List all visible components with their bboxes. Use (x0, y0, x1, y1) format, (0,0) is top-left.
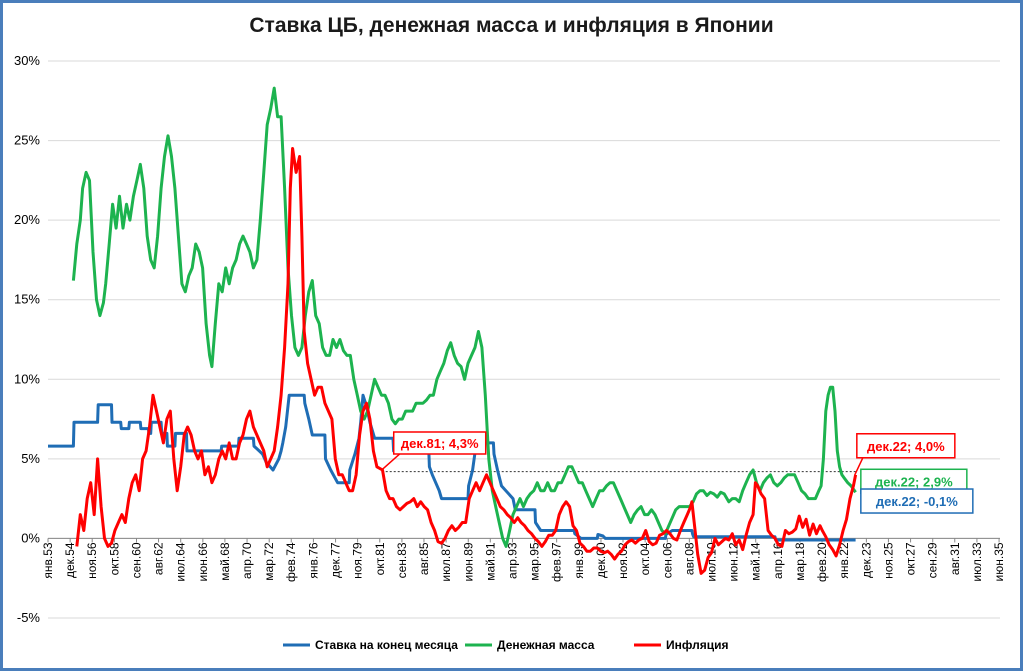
callout-pointer (854, 457, 864, 476)
x-tick-label: фев.74 (284, 542, 298, 582)
x-tick-label: апр.16 (771, 542, 785, 579)
x-tick-label: апр.70 (240, 542, 254, 579)
x-tick-label: сен.60 (130, 542, 144, 578)
x-tick-label: авг.08 (682, 542, 696, 575)
x-axis-ticks: янв.53 дек.54 ноя.56 окт.58 сен.60 авг.62 июл.… (41, 538, 1006, 582)
x-tick-label: окт.04 (638, 542, 652, 575)
x-tick-label: дек.77 (329, 542, 343, 578)
x-tick-label: июн.12 (727, 542, 741, 581)
y-tick-label: 15% (14, 292, 40, 307)
x-tick-label: ноя.25 (881, 542, 895, 579)
series-line-inflation (75, 147, 858, 575)
x-tick-label: янв.22 (837, 542, 851, 579)
y-tick-label: 0% (21, 530, 40, 545)
x-tick-label: мар.72 (262, 542, 276, 581)
callout-label: дек.22; 2,9% (875, 474, 953, 489)
x-tick-label: янв.53 (41, 542, 55, 579)
y-tick-label: 25% (14, 133, 40, 148)
x-tick-label: май.91 (483, 542, 497, 581)
x-tick-label: май.14 (749, 542, 763, 581)
callout-label: дек.81; 4,3% (401, 436, 479, 451)
x-tick-label: сен.29 (926, 542, 940, 578)
x-tick-label: дек.54 (63, 542, 77, 578)
x-tick-label: окт.81 (373, 542, 387, 575)
x-tick-label: мар.95 (528, 542, 542, 581)
grid-lines (48, 60, 1000, 619)
x-tick-label: июн.35 (992, 542, 1006, 581)
x-tick-label: июл.87 (439, 542, 453, 581)
x-tick-label: окт.27 (904, 542, 918, 575)
series-line-money-supply (71, 86, 857, 548)
y-tick-label: 10% (14, 371, 40, 386)
x-tick-label: янв.76 (306, 542, 320, 579)
series-lines (48, 86, 858, 575)
x-tick-label: окт.58 (107, 542, 121, 575)
legend-label: Ставка на конец месяца (315, 638, 458, 652)
callout-box (856, 433, 956, 459)
x-tick-label: ноя.79 (351, 542, 365, 579)
legend-label: Денежная масса (497, 638, 595, 652)
callout-box (392, 431, 487, 455)
x-tick-label: авг.31 (948, 542, 962, 575)
x-tick-label: авг.62 (152, 542, 166, 575)
x-tick-label: авг.85 (417, 542, 431, 575)
x-tick-label: фев.20 (815, 542, 829, 582)
callout-pointer (381, 453, 401, 471)
y-tick-label: 30% (14, 53, 40, 68)
chart-title: Ставка ЦБ, денежная масса и инфляция в Я… (249, 14, 774, 37)
x-tick-label: фев.97 (550, 542, 564, 582)
y-tick-label: 5% (21, 451, 40, 466)
callout-label: дек.22; -0,1% (876, 494, 958, 509)
x-tick-label: июл.10 (705, 542, 719, 581)
x-tick-label: июн.66 (196, 542, 210, 581)
x-tick-label: апр.93 (505, 542, 519, 579)
y-axis-ticks: -5% 0% 5% 10% 15% 20% 25% 30% (14, 53, 40, 625)
x-tick-label: сен.83 (395, 542, 409, 578)
x-tick-label: сен.06 (660, 542, 674, 578)
callout-box (860, 488, 974, 514)
callout-label: дек.22; 4,0% (867, 439, 945, 454)
x-tick-label: мар.18 (793, 542, 807, 581)
y-tick-label: -5% (17, 610, 41, 625)
data-callouts: дек.81; 4,3% дек.22; 4,0% дек.22; 2,9% дек.… (381, 431, 974, 514)
legend-label: Инфляция (666, 638, 728, 652)
x-tick-label: ноя.56 (85, 542, 99, 579)
x-tick-label: июл.64 (174, 542, 188, 581)
x-tick-label: июл.33 (970, 542, 984, 581)
x-tick-label: июн.89 (461, 542, 475, 581)
y-tick-label: 20% (14, 212, 40, 227)
x-tick-label: дек.23 (859, 542, 873, 578)
x-tick-label: май.68 (218, 542, 232, 581)
legend: Ставка на конец месяца Денежная масса Инфл… (283, 638, 728, 652)
x-tick-label: янв.99 (572, 542, 586, 579)
